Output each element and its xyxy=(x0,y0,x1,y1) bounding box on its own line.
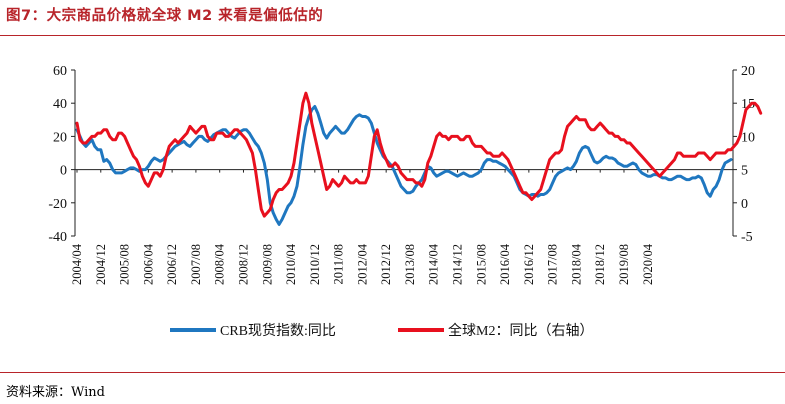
axes xyxy=(71,69,737,237)
x-axis-tick-label: 2006/12 xyxy=(165,244,179,285)
x-axis-tick-label: 2020/04 xyxy=(641,243,655,285)
left-axis-tick-label: -20 xyxy=(48,197,67,212)
x-axis-tick-label: 2012/04 xyxy=(355,243,369,285)
x-axis-tick-label: 2006/04 xyxy=(141,243,155,285)
right-axis-tick-label: 10 xyxy=(741,130,755,145)
x-axis-tick-label: 2008/12 xyxy=(236,244,250,285)
x-axis-tick-label: 2014/12 xyxy=(451,244,465,285)
left-axis-tick-label: -40 xyxy=(48,230,67,245)
x-axis-tick-label: 2013/08 xyxy=(403,244,417,285)
figure-title: 图7：大宗商品价格就全球 M2 来看是偏低估的 xyxy=(6,8,324,24)
x-axis-tick-label: 2015/08 xyxy=(474,244,488,285)
x-axis-tick-label: 2014/04 xyxy=(427,243,441,285)
title-rule xyxy=(0,35,785,36)
x-axis-tick-label: 2011/08 xyxy=(332,244,346,285)
x-axis-tick-label: 2010/12 xyxy=(308,244,322,285)
left-axis-tick-labels: -40 -20 0 20 40 60 xyxy=(48,64,67,245)
x-axis-tick-label: 2009/08 xyxy=(260,244,274,285)
series-line-global-m2 xyxy=(75,91,763,218)
x-axis-tick-label: 2016/04 xyxy=(498,243,512,285)
x-axis-tick-label: 2018/04 xyxy=(569,243,583,285)
right-axis-tick-label: 15 xyxy=(741,97,755,112)
series-line-crb xyxy=(75,105,733,226)
left-axis-tick-label: 40 xyxy=(53,97,67,112)
right-axis-tick-label: 0 xyxy=(741,197,748,212)
legend: CRB现货指数:同比 全球M2：同比（右轴） xyxy=(170,322,593,339)
series-lines xyxy=(75,91,763,226)
x-axis-tick-label: 2004/04 xyxy=(70,243,84,285)
legend-label: 全球M2：同比（右轴） xyxy=(448,322,593,339)
x-axis-tick-label: 2004/12 xyxy=(94,244,108,285)
x-axis-tick-label: 2019/08 xyxy=(617,244,631,285)
x-axis-tick-label: 2010/04 xyxy=(284,243,298,285)
legend-label: CRB现货指数:同比 xyxy=(220,322,336,339)
x-axis-tick-labels: 2004/04 2004/12 2005/08 2006/04 2006/12 2007/… xyxy=(70,243,655,285)
x-axis-tick-label: 2016/12 xyxy=(522,244,536,285)
left-axis-tick-label: 20 xyxy=(53,130,67,145)
right-axis-tick-label: 5 xyxy=(741,164,748,179)
x-axis-tick-label: 2017/08 xyxy=(546,244,560,285)
x-axis-tick-label: 2008/04 xyxy=(213,243,227,285)
right-axis-tick-label: 20 xyxy=(741,64,755,79)
left-axis-tick-label: 0 xyxy=(60,164,67,179)
x-axis-tick-label: 2007/08 xyxy=(189,244,203,285)
right-axis-tick-labels: -5 0 5 10 15 20 xyxy=(741,64,755,245)
x-axis-tick-label: 2018/12 xyxy=(593,244,607,285)
right-axis-tick-label: -5 xyxy=(741,230,753,245)
footer-rule xyxy=(0,372,785,373)
x-axis-tick-label: 2005/08 xyxy=(118,244,132,285)
left-axis-tick-label: 60 xyxy=(53,64,67,79)
source-note: 资料来源：Wind xyxy=(6,385,105,400)
x-axis-tick-label: 2012/12 xyxy=(379,244,393,285)
